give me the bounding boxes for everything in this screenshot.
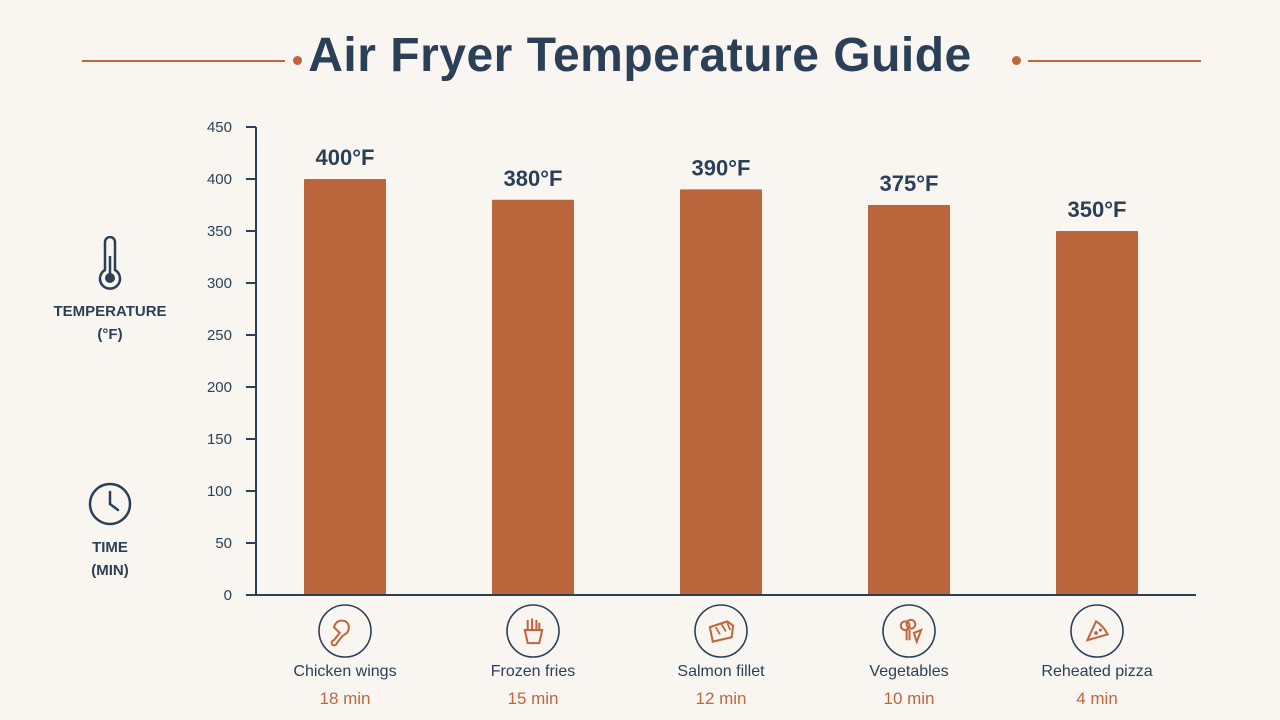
category-time-label: 18 min bbox=[319, 689, 370, 708]
category-icon-circle bbox=[1070, 604, 1124, 658]
vegetables-icon bbox=[899, 618, 923, 645]
title-left-dot bbox=[293, 56, 302, 65]
category-icon-circle bbox=[318, 604, 372, 658]
chicken-leg-icon bbox=[330, 619, 350, 647]
category-label: Vegetables bbox=[869, 663, 948, 680]
category-icon-circle bbox=[694, 604, 748, 658]
category-time-label: 4 min bbox=[1076, 689, 1118, 708]
time-label-line1: TIME bbox=[92, 539, 128, 556]
salmon-icon bbox=[708, 620, 735, 643]
fries-icon bbox=[523, 618, 544, 645]
bar bbox=[492, 199, 574, 596]
bar-value-label: 375°F bbox=[880, 171, 939, 196]
category-icon-circle bbox=[506, 604, 560, 658]
y-tick-label: 350 bbox=[207, 223, 232, 240]
category-time-label: 12 min bbox=[695, 689, 746, 708]
category-time-label: 15 min bbox=[507, 689, 558, 708]
y-tick-label: 400 bbox=[207, 171, 232, 188]
category-label: Frozen fries bbox=[491, 663, 575, 680]
bar-value-label: 380°F bbox=[504, 166, 563, 191]
y-tick-label: 250 bbox=[207, 327, 232, 344]
y-tick-label: 150 bbox=[207, 431, 232, 448]
y-tick-label: 0 bbox=[224, 587, 232, 604]
category-label: Reheated pizza bbox=[1041, 663, 1152, 680]
title-right-rule bbox=[1028, 60, 1201, 62]
bar bbox=[1056, 231, 1138, 595]
title-row: Air Fryer Temperature Guide bbox=[0, 24, 1280, 96]
thermometer-icon bbox=[98, 236, 122, 290]
bar-value-label: 350°F bbox=[1068, 197, 1127, 222]
bar-value-label: 400°F bbox=[316, 145, 375, 170]
category-label: Chicken wings bbox=[293, 663, 396, 680]
y-tick-label: 200 bbox=[207, 379, 232, 396]
bar-value-label: 390°F bbox=[692, 155, 751, 180]
pizza-icon bbox=[1085, 619, 1110, 642]
category-label: Salmon fillet bbox=[677, 663, 765, 680]
y-tick-label: 50 bbox=[215, 535, 232, 552]
temperature-label-line1: TEMPERATURE bbox=[53, 303, 167, 320]
time-label-line2: (MIN) bbox=[91, 562, 129, 579]
category-icon-circle bbox=[882, 604, 936, 658]
time-legend: TIME (MIN) bbox=[40, 480, 180, 582]
title-right-dot bbox=[1012, 56, 1021, 65]
y-tick-label: 450 bbox=[207, 119, 232, 136]
temperature-label-line2: (°F) bbox=[97, 326, 123, 343]
title-left-rule bbox=[82, 60, 285, 62]
bar bbox=[304, 179, 386, 595]
chart-title: Air Fryer Temperature Guide bbox=[308, 29, 972, 82]
y-tick-label: 100 bbox=[207, 483, 232, 500]
category-time-label: 10 min bbox=[883, 689, 934, 708]
bar bbox=[868, 205, 950, 595]
clock-icon bbox=[88, 482, 132, 526]
bar bbox=[680, 189, 762, 595]
temperature-legend: TEMPERATURE (°F) bbox=[40, 236, 180, 346]
y-tick-label: 300 bbox=[207, 275, 232, 292]
